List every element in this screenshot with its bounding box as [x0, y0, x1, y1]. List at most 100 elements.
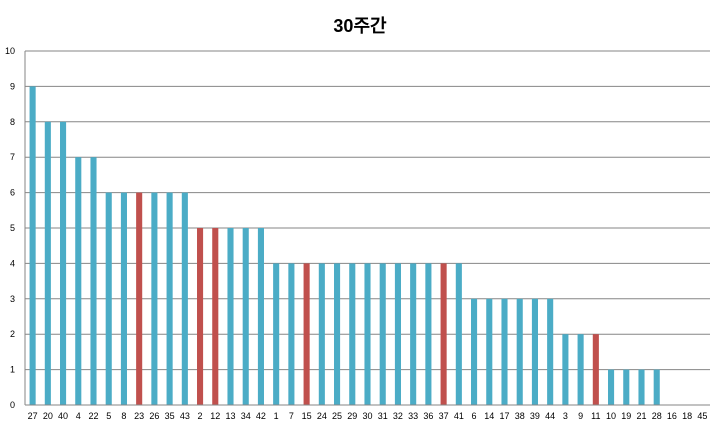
- x-tick-label: 17: [499, 411, 509, 421]
- y-tick-label: 10: [5, 46, 15, 56]
- x-tick-label: 7: [289, 411, 294, 421]
- bar-28: [653, 369, 660, 405]
- y-tick-label: 4: [10, 258, 15, 268]
- x-tick-label: 33: [408, 411, 418, 421]
- bar-2: [197, 228, 204, 405]
- y-tick-label: 0: [10, 400, 15, 410]
- x-tick-label: 16: [667, 411, 677, 421]
- bar-15: [303, 263, 310, 405]
- y-tick-label: 2: [10, 329, 15, 339]
- bar-37: [440, 263, 447, 405]
- x-tick-label: 11: [591, 411, 600, 421]
- x-tick-label: 13: [225, 411, 235, 421]
- bars: [29, 86, 660, 406]
- bar-9: [577, 334, 584, 405]
- bar-27: [29, 86, 36, 406]
- x-tick-label: 30: [362, 411, 372, 421]
- bar-26: [151, 192, 158, 405]
- bar-30: [364, 263, 371, 405]
- x-tick-label: 41: [454, 411, 464, 421]
- y-tick-label: 9: [10, 81, 15, 91]
- x-tick-label: 9: [578, 411, 583, 421]
- x-tick-label: 42: [256, 411, 266, 421]
- bar-38: [516, 298, 523, 405]
- bar-4: [75, 157, 82, 405]
- x-tick-label: 20: [43, 411, 53, 421]
- bar-20: [44, 121, 51, 406]
- bar-32: [394, 263, 401, 405]
- x-tick-label: 12: [210, 411, 220, 421]
- bar-29: [349, 263, 356, 405]
- x-tick-label: 25: [332, 411, 342, 421]
- bar-39: [531, 298, 538, 405]
- bar-3: [562, 334, 569, 405]
- x-tick-label: 22: [88, 411, 98, 421]
- y-tick-label: 8: [10, 117, 15, 127]
- x-tick-label: 19: [621, 411, 631, 421]
- axes: [24, 51, 710, 406]
- x-tick-label: 39: [530, 411, 540, 421]
- bar-44: [547, 298, 554, 405]
- y-tick-label: 7: [10, 152, 15, 162]
- bar-36: [425, 263, 432, 405]
- x-tick-label: 2: [198, 411, 203, 421]
- y-tick-label: 5: [10, 223, 15, 233]
- chart-title: 30주간: [333, 16, 387, 36]
- x-tick-label: 23: [134, 411, 144, 421]
- x-tick-label: 40: [58, 411, 68, 421]
- bar-40: [60, 121, 67, 406]
- bar-43: [181, 192, 188, 405]
- x-tick-label: 32: [393, 411, 403, 421]
- bar-23: [136, 192, 143, 405]
- x-tick-label: 36: [423, 411, 433, 421]
- bar-33: [410, 263, 417, 405]
- bar-21: [638, 369, 645, 405]
- bar-31: [379, 263, 386, 405]
- bar-24: [318, 263, 325, 405]
- bar-42: [257, 228, 264, 405]
- x-tick-label: 24: [317, 411, 327, 421]
- bar-11: [592, 334, 599, 405]
- bar-8: [120, 192, 127, 405]
- x-tick-label: 28: [652, 411, 662, 421]
- x-tick-label: 3: [563, 411, 568, 421]
- x-tick-label: 43: [180, 411, 190, 421]
- bar-41: [455, 263, 462, 405]
- x-tick-label: 8: [121, 411, 126, 421]
- y-tick-labels: 0 1 2 3 4 5 6 7 8 9 10: [5, 46, 15, 410]
- x-tick-label: 34: [241, 411, 251, 421]
- bar-13: [227, 228, 234, 405]
- x-tick-label: 14: [484, 411, 494, 421]
- x-tick-label: 35: [165, 411, 175, 421]
- x-tick-label: 15: [302, 411, 312, 421]
- y-tick-label: 1: [10, 365, 15, 375]
- bar-17: [501, 298, 508, 405]
- bar-22: [90, 157, 97, 405]
- x-tick-label: 5: [106, 411, 111, 421]
- x-tick-label: 44: [545, 411, 555, 421]
- bar-25: [334, 263, 341, 405]
- y-tick-label: 6: [10, 188, 15, 198]
- x-tick-label: 38: [515, 411, 525, 421]
- x-tick-label: 10: [606, 411, 616, 421]
- x-tick-label: 29: [347, 411, 357, 421]
- x-tick-label: 4: [76, 411, 81, 421]
- x-tick-label: 31: [378, 411, 388, 421]
- bar-1: [273, 263, 280, 405]
- bar-6: [471, 298, 478, 405]
- bar-19: [623, 369, 630, 405]
- x-tick-label: 21: [636, 411, 646, 421]
- x-tick-labels: 27 20 40 4 22 5 8 23 26 35 43 2 12 13 34 42 1 7 15 24 25 29 30…: [28, 411, 708, 421]
- bar-7: [288, 263, 295, 405]
- bar-10: [608, 369, 615, 405]
- x-tick-label: 18: [682, 411, 692, 421]
- x-tick-label: 27: [28, 411, 38, 421]
- y-tick-label: 3: [10, 294, 15, 304]
- x-tick-label: 6: [472, 411, 477, 421]
- bar-34: [242, 228, 249, 405]
- bar-35: [166, 192, 173, 405]
- x-tick-label: 1: [274, 411, 279, 421]
- x-tick-label: 37: [439, 411, 449, 421]
